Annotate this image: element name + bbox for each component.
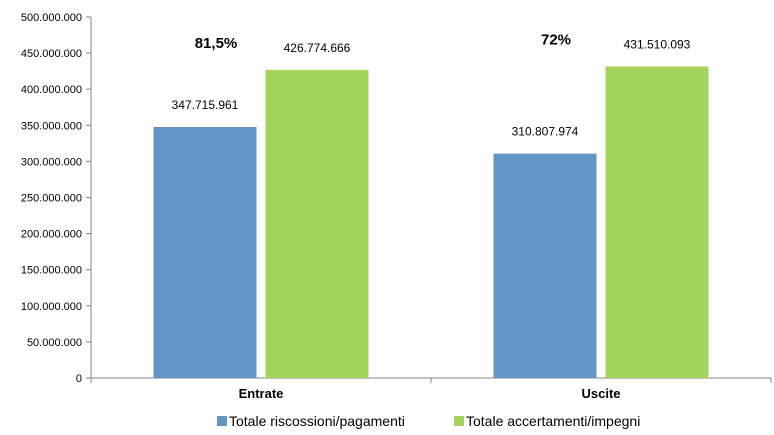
bar-value-label: 431.510.093 (624, 37, 691, 51)
y-axis: 0 50.000.000 100.000.000 150.000.000 200.000… (21, 12, 92, 385)
bars (153, 66, 709, 379)
y-tick-label: 500.000.000 (21, 12, 82, 24)
y-tick-label: 300.000.000 (21, 156, 82, 168)
legend-swatch (217, 416, 227, 426)
percentage-annotation: 81,5% (195, 35, 238, 52)
bar-value-label: 426.774.666 (284, 41, 351, 55)
bar (605, 66, 709, 379)
bar-value-label: 310.807.974 (512, 125, 579, 139)
y-tick-label: 100.000.000 (21, 301, 82, 313)
y-tick-label: 250.000.000 (21, 193, 82, 205)
bar-value-label: 347.715.961 (172, 98, 239, 112)
data-labels: 347.715.961 426.774.666 81,5% 310.807.974 43… (172, 31, 691, 138)
x-category-label: Uscite (581, 386, 620, 401)
bar (153, 126, 257, 379)
legend-label: Totale riscossioni/pagamenti (229, 413, 405, 429)
y-tick-label: 150.000.000 (21, 265, 82, 277)
legend-label: Totale accertamenti/impegni (466, 413, 640, 429)
bar (265, 69, 369, 379)
y-tick-label: 400.000.000 (21, 84, 82, 96)
legend: Totale riscossioni/pagamenti Totale accer… (217, 413, 640, 429)
y-tick-label: 50.000.000 (27, 337, 82, 349)
y-tick-label: 450.000.000 (21, 48, 82, 60)
legend-swatch (454, 416, 464, 426)
x-axis: Entrate Uscite (90, 377, 772, 401)
x-category-label: Entrate (239, 386, 284, 401)
bar (493, 153, 597, 378)
y-tick-label: 350.000.000 (21, 120, 82, 132)
y-tick-label: 0 (76, 373, 82, 385)
y-tick-label: 200.000.000 (21, 229, 82, 241)
percentage-annotation: 72% (541, 31, 571, 48)
